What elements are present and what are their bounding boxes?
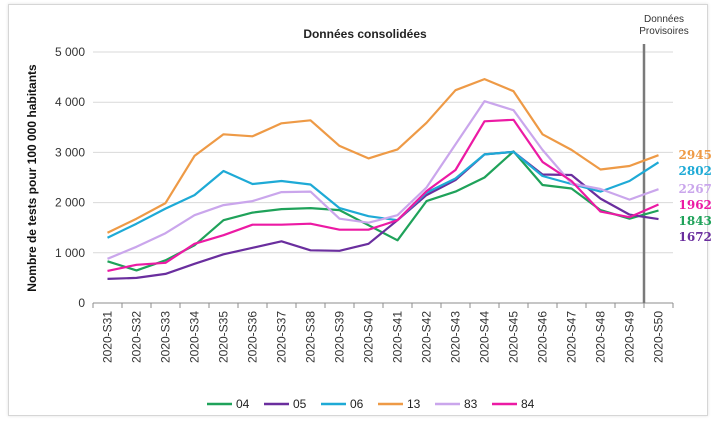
x-tick-label: 2020-S46 bbox=[536, 311, 550, 363]
x-tick-label: 2020-S41 bbox=[391, 311, 405, 363]
series-line-05 bbox=[107, 150, 659, 280]
x-tick-label: 2020-S49 bbox=[623, 311, 637, 363]
chart-frame bbox=[8, 4, 708, 416]
end-label-layer: 2945 2802 2267 1962 1843 1672 bbox=[679, 148, 712, 244]
end-label-05: 1672 bbox=[679, 230, 712, 244]
y-tick-label: 4 000 bbox=[55, 95, 85, 109]
y-tick-label: 2 000 bbox=[55, 196, 85, 210]
x-tick-label: 2020-S32 bbox=[130, 311, 144, 363]
y-axis-label: Nombre de tests pour 100 000 habitants bbox=[25, 64, 39, 292]
chart-title: Données consolidées bbox=[303, 27, 427, 41]
x-tick-label: 2020-S38 bbox=[304, 311, 318, 363]
provisional-label-line1: Données bbox=[644, 14, 684, 25]
x-tick-label: 2020-S37 bbox=[275, 311, 289, 363]
x-tick-label: 2020-S39 bbox=[333, 311, 347, 363]
x-tick-label: 2020-S34 bbox=[188, 311, 202, 363]
grid-layer bbox=[93, 51, 673, 254]
x-tick-label: 2020-S40 bbox=[362, 311, 376, 363]
legend-label-05: 05 bbox=[293, 397, 307, 411]
y-tick-label: 3 000 bbox=[55, 145, 85, 159]
x-tick-label: 2020-S35 bbox=[217, 311, 231, 363]
series-layer bbox=[107, 77, 660, 280]
end-label-06: 2802 bbox=[679, 164, 712, 178]
legend-label-06: 06 bbox=[350, 397, 364, 411]
legend-label-84: 84 bbox=[521, 397, 535, 411]
end-label-04: 1843 bbox=[679, 214, 712, 228]
series-line-83 bbox=[107, 100, 659, 260]
axis-layer: 0 1 000 2 000 3 000 4 000 5 000 2020-S31 2020-S… bbox=[55, 44, 674, 363]
x-tick-label: 2020-S36 bbox=[246, 311, 260, 363]
series-line-84 bbox=[107, 118, 659, 272]
x-tick-label: 2020-S48 bbox=[594, 311, 608, 363]
legend-label-04: 04 bbox=[236, 397, 250, 411]
series-line-13 bbox=[107, 77, 659, 234]
x-tick-label: 2020-S43 bbox=[449, 311, 463, 363]
end-label-84: 1962 bbox=[679, 198, 712, 212]
x-tick-label: 2020-S45 bbox=[507, 311, 521, 363]
x-tick-label: 2020-S31 bbox=[101, 311, 115, 363]
x-tick-label: 2020-S50 bbox=[652, 311, 666, 363]
x-tick-label: 2020-S42 bbox=[420, 311, 434, 363]
provisional-label-line2: Provisoires bbox=[639, 26, 688, 37]
y-tick-label: 5 000 bbox=[55, 45, 85, 59]
end-label-83: 2267 bbox=[679, 182, 712, 196]
end-label-13: 2945 bbox=[679, 148, 712, 162]
x-tick-label: 2020-S47 bbox=[565, 311, 579, 363]
legend-label-83: 83 bbox=[464, 397, 478, 411]
legend-label-13: 13 bbox=[407, 397, 421, 411]
legend: 04 05 06 13 83 84 bbox=[207, 397, 535, 411]
x-tick-label: 2020-S33 bbox=[159, 311, 173, 363]
x-tick-label: 2020-S44 bbox=[478, 311, 492, 363]
y-tick-label: 1 000 bbox=[55, 246, 85, 260]
y-tick-label: 0 bbox=[78, 296, 85, 310]
